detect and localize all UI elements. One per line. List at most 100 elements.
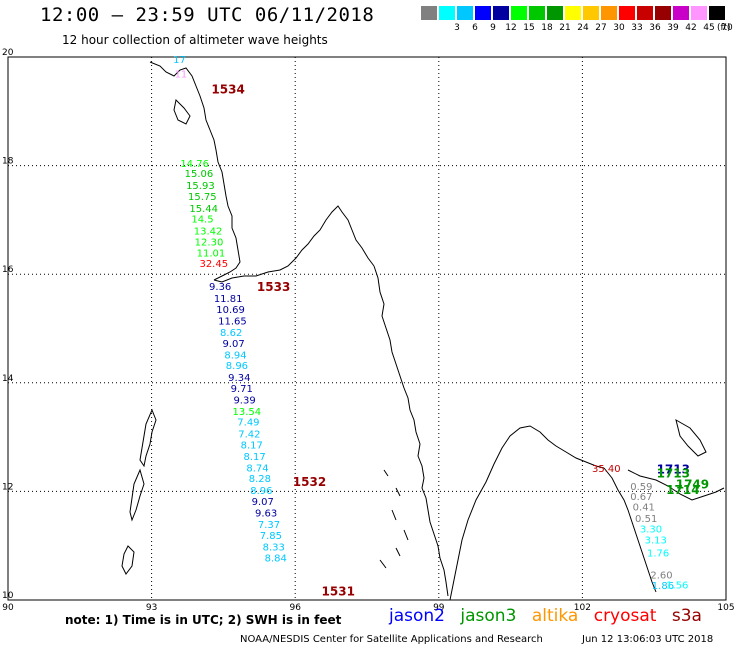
wave-height-value: 9.07 bbox=[252, 497, 274, 508]
lon-tick-label: 102 bbox=[574, 603, 591, 613]
wave-height-value: 13.42 bbox=[194, 227, 223, 238]
wave-height-value: 1.86 bbox=[652, 581, 674, 592]
scale-swatch bbox=[709, 6, 725, 20]
wave-height-value: 15.44 bbox=[189, 204, 218, 215]
wave-height-value: 10.69 bbox=[216, 305, 245, 316]
lat-tick-label: 20 bbox=[2, 48, 14, 58]
orbit-rev-label: 1749 bbox=[676, 478, 709, 492]
wave-height-value: 3.30 bbox=[640, 525, 662, 536]
coastline-gulf-of-thailand bbox=[449, 425, 605, 601]
coastline-cambodia-vietnam bbox=[603, 467, 725, 593]
wave-height-value: 9.71 bbox=[231, 384, 253, 395]
scale-label: 36 bbox=[649, 23, 661, 33]
scale-swatch bbox=[655, 6, 671, 20]
scale-label: 24 bbox=[577, 23, 589, 33]
orbit-rev-label: 1531 bbox=[322, 585, 355, 599]
scale-label: 45 bbox=[703, 23, 715, 33]
wave-height-value: 11.65 bbox=[218, 317, 247, 328]
wave-height-value: 9.63 bbox=[255, 508, 277, 519]
wave-height-value: 7.37 bbox=[258, 520, 280, 531]
island-andaman-south bbox=[129, 468, 145, 522]
lat-tick-label: 10 bbox=[2, 591, 14, 601]
scale-unit: (ft) bbox=[717, 23, 731, 33]
map-title: 12:00 – 23:59 UTC 06/11/2018 bbox=[40, 4, 375, 26]
wave-height-value: 2.60 bbox=[650, 570, 672, 581]
wave-height-value: 12.30 bbox=[195, 237, 224, 248]
scale-swatch bbox=[583, 6, 599, 20]
scale-swatch bbox=[493, 6, 509, 20]
wave-height-value: 9.39 bbox=[233, 395, 255, 406]
wave-height-value: 9.36 bbox=[209, 282, 231, 293]
wave-height-value: 11.01 bbox=[197, 248, 226, 259]
map-subtitle: 12 hour collection of altimeter wave hei… bbox=[62, 33, 328, 47]
wave-height-value: 14.76 bbox=[180, 159, 209, 170]
scale-label: 70 bbox=[721, 23, 733, 33]
scale-swatch bbox=[565, 6, 581, 20]
wave-height-value: 15.06 bbox=[185, 169, 214, 180]
orbit-rev-label: 1532 bbox=[293, 475, 326, 489]
wave-height-value: 32.45 bbox=[199, 259, 228, 270]
mission-altika: altika bbox=[531, 606, 579, 626]
coastline-myanmar-arakan bbox=[149, 61, 241, 281]
wave-height-value: 8.96 bbox=[226, 361, 248, 372]
island-andaman-north bbox=[139, 408, 157, 468]
wave-height-value: 3.13 bbox=[645, 536, 667, 547]
footer-timestamp: Jun 12 13:06:03 UTC 2018 bbox=[582, 634, 714, 645]
wave-height-value: 15.75 bbox=[188, 192, 217, 203]
wave-height-value: 8.17 bbox=[244, 452, 266, 463]
island-koh-kong bbox=[675, 418, 707, 457]
orbit-rev-label: 1533 bbox=[257, 280, 290, 294]
mission-jason3: jason3 bbox=[460, 606, 517, 626]
islands-mergui bbox=[379, 469, 409, 569]
mission-s3a: s3a bbox=[671, 606, 702, 626]
axis-tick-labels: 90 93 96 99 102 105 20 18 16 14 12 10 bbox=[2, 48, 735, 613]
orbit-rev-label: 1534 bbox=[211, 82, 244, 96]
scale-label: 33 bbox=[631, 23, 643, 33]
wave-height-value: 8.62 bbox=[220, 328, 242, 339]
wave-height-value: 7.42 bbox=[238, 430, 260, 441]
wave-height-value: 9.34 bbox=[228, 373, 250, 384]
wave-height-value: 11 bbox=[175, 70, 188, 81]
mission-legend: jason2 jason3 altika cryosat s3a bbox=[389, 606, 712, 626]
wave-height-value: 0.67 bbox=[630, 492, 652, 503]
wave-height-value: 8.94 bbox=[224, 350, 246, 361]
lon-tick-label: 105 bbox=[717, 603, 734, 613]
lat-tick-label: 12 bbox=[2, 482, 13, 492]
scale-swatch bbox=[529, 6, 545, 20]
scale-swatch bbox=[637, 6, 653, 20]
scale-swatch bbox=[511, 6, 527, 20]
footer-organization: NOAA/NESDIS Center for Satellite Applica… bbox=[240, 634, 543, 645]
mission-cryosat: cryosat bbox=[593, 606, 657, 626]
orbit-rev-label: 1714 bbox=[666, 483, 699, 497]
scale-swatch bbox=[439, 6, 455, 20]
wave-height-value: 8.17 bbox=[241, 441, 263, 452]
scale-swatch bbox=[457, 6, 473, 20]
scale-label: 12 bbox=[505, 23, 517, 33]
wave-height-value: 14.5 bbox=[191, 215, 213, 226]
scale-label: 42 bbox=[685, 23, 697, 33]
coastline-tenasserim bbox=[373, 265, 449, 597]
lon-tick-label: 99 bbox=[433, 603, 445, 613]
wave-height-value: 7.49 bbox=[237, 418, 259, 429]
wave-height-value: 0.59 bbox=[630, 482, 652, 493]
lon-tick-label: 96 bbox=[289, 603, 301, 613]
wave-height-value: 11.81 bbox=[214, 294, 243, 305]
lon-tick-label: 90 bbox=[2, 603, 14, 613]
island-cheduba bbox=[173, 98, 191, 125]
coastlines bbox=[121, 61, 725, 601]
wave-height-value: 8.84 bbox=[265, 553, 287, 564]
graticule bbox=[8, 57, 726, 600]
coastline-irrawaddy-delta bbox=[213, 205, 375, 283]
wave-height-value: 7.85 bbox=[260, 531, 282, 542]
lat-tick-label: 16 bbox=[2, 265, 14, 275]
wave-height-value: 15.93 bbox=[186, 181, 215, 192]
wave-height-value: 8.96 bbox=[250, 486, 272, 497]
wave-height-value: 0.41 bbox=[633, 502, 655, 513]
scale-swatch bbox=[421, 6, 437, 20]
wave-height-value: 8.74 bbox=[246, 463, 268, 474]
footer-note: note: 1) Time is in UTC; 2) SWH is in fe… bbox=[65, 613, 342, 627]
wave-height-value: 35.40 bbox=[592, 464, 621, 475]
orbit-rev-label: 1713 bbox=[657, 466, 690, 480]
